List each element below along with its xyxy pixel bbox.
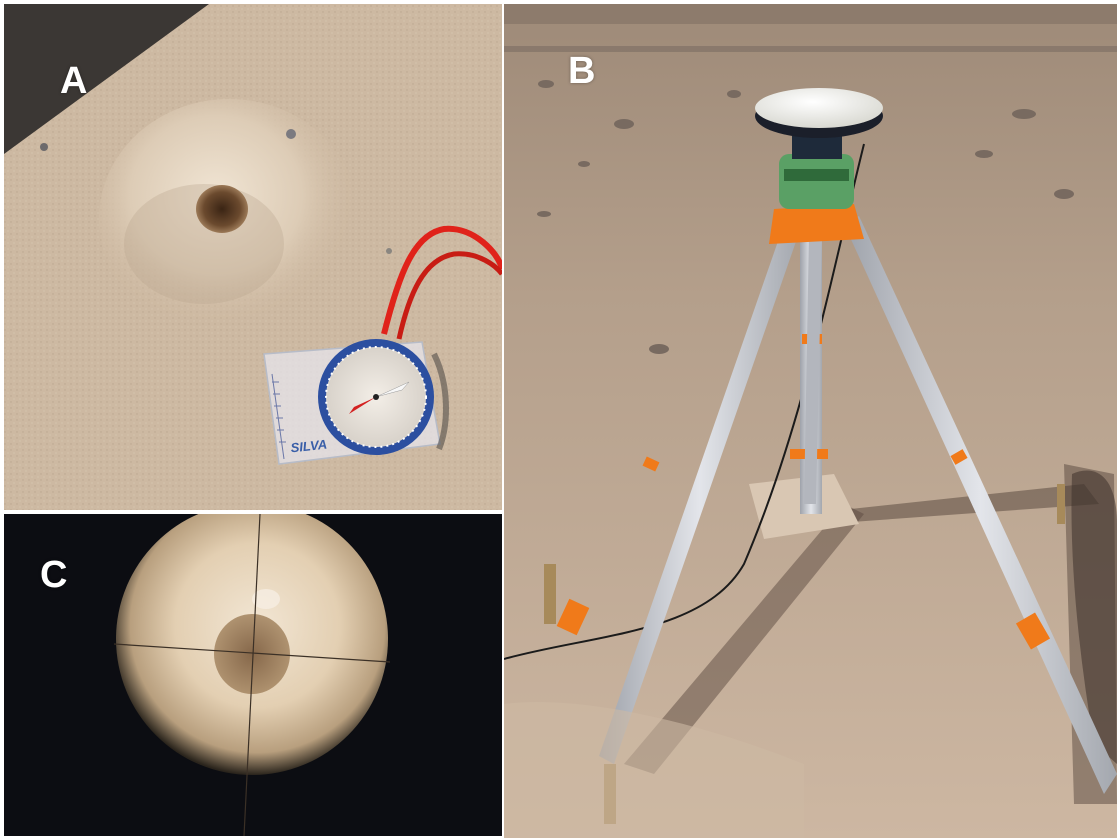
crosshair-horizontal [113, 643, 391, 663]
panel-label-b: B [568, 50, 596, 92]
compass: SILVA [263, 339, 441, 465]
tripod-head [769, 204, 864, 244]
panel-c-photo: C [4, 514, 502, 836]
shadow-area [4, 4, 209, 154]
tripod-leg-right [844, 216, 1117, 794]
antenna-cable [504, 143, 865, 660]
tripod-photo [504, 4, 1117, 838]
hole-in-view [214, 614, 290, 694]
panel-label-a: A [60, 60, 88, 102]
gps-antenna [755, 88, 883, 128]
tribrach [779, 154, 854, 209]
compass-needle [349, 397, 376, 414]
sand-hole-photo: SILVA [4, 4, 502, 510]
compass-brand: SILVA [290, 437, 328, 456]
burrow-hole [196, 185, 248, 233]
tripod-leg-left [599, 224, 800, 764]
panel-label-c: C [40, 554, 68, 596]
rocks [537, 80, 1074, 354]
stake-left [544, 564, 556, 624]
crosshair-vertical [243, 514, 261, 836]
panel-a-photo: SILVA A [4, 4, 502, 510]
panel-b-photo: B [504, 4, 1117, 838]
scope-view-photo [4, 514, 502, 836]
compass-strap [381, 225, 502, 335]
